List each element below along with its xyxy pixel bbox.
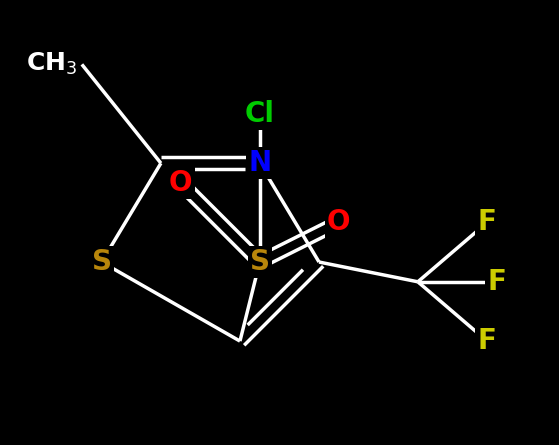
Text: O: O [169, 169, 192, 197]
Text: F: F [477, 209, 496, 236]
Text: N: N [248, 149, 271, 177]
Text: O: O [327, 209, 350, 236]
Text: F: F [477, 327, 496, 355]
Text: CH$_3$: CH$_3$ [26, 51, 77, 77]
Text: S: S [92, 248, 112, 276]
Text: Cl: Cl [245, 100, 274, 128]
Text: S: S [250, 248, 270, 276]
Text: F: F [487, 268, 506, 296]
